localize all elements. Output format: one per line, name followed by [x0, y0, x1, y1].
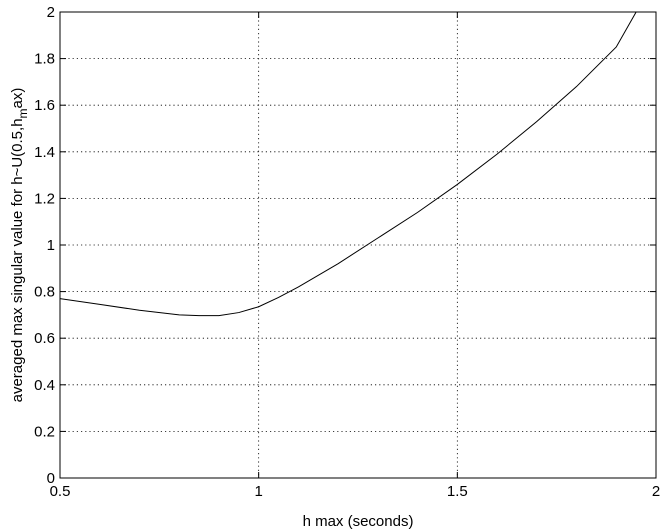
- x-tick-label: 2: [652, 483, 660, 500]
- series-layer: [59, 11, 637, 317]
- y-tick-label: 0: [47, 470, 55, 487]
- y-tick-label: 0.6: [34, 330, 55, 347]
- y-tick-label: 1.8: [34, 51, 55, 68]
- x-axis-label: h max (seconds): [303, 513, 414, 530]
- y-tick-label: 0.2: [34, 423, 55, 440]
- x-tick-labels: 0.5 1 1.5 2: [50, 483, 661, 500]
- x-tick-label: 0.5: [50, 483, 71, 500]
- y-tick-label: 2: [47, 4, 55, 21]
- y-axis-label-subscript: m: [16, 108, 30, 118]
- y-axis-label-end: ax): [9, 88, 26, 109]
- x-tick-label: 1.5: [447, 483, 468, 500]
- y-tick-label: 1.2: [34, 190, 55, 207]
- grid-lines: [60, 12, 656, 478]
- y-axis-label-main: averaged max singular value for h~U(0.5,…: [9, 118, 26, 402]
- y-tick-label: 1.4: [34, 144, 55, 161]
- y-tick-label: 1.6: [34, 97, 55, 114]
- y-axis-label: averaged max singular value for h~U(0.5,…: [9, 88, 30, 403]
- x-tick-label: 1: [254, 483, 262, 500]
- y-tick-label: 0.4: [34, 377, 55, 394]
- y-tick-labels: 0 0.2 0.4 0.6 0.8 1 1.2 1.4 1.6 1.8 2: [34, 4, 55, 487]
- series-line: [59, 11, 637, 317]
- y-tick-label: 0.8: [34, 284, 55, 301]
- y-tick-label: 1: [47, 237, 55, 254]
- axis-ticks: [59, 11, 657, 479]
